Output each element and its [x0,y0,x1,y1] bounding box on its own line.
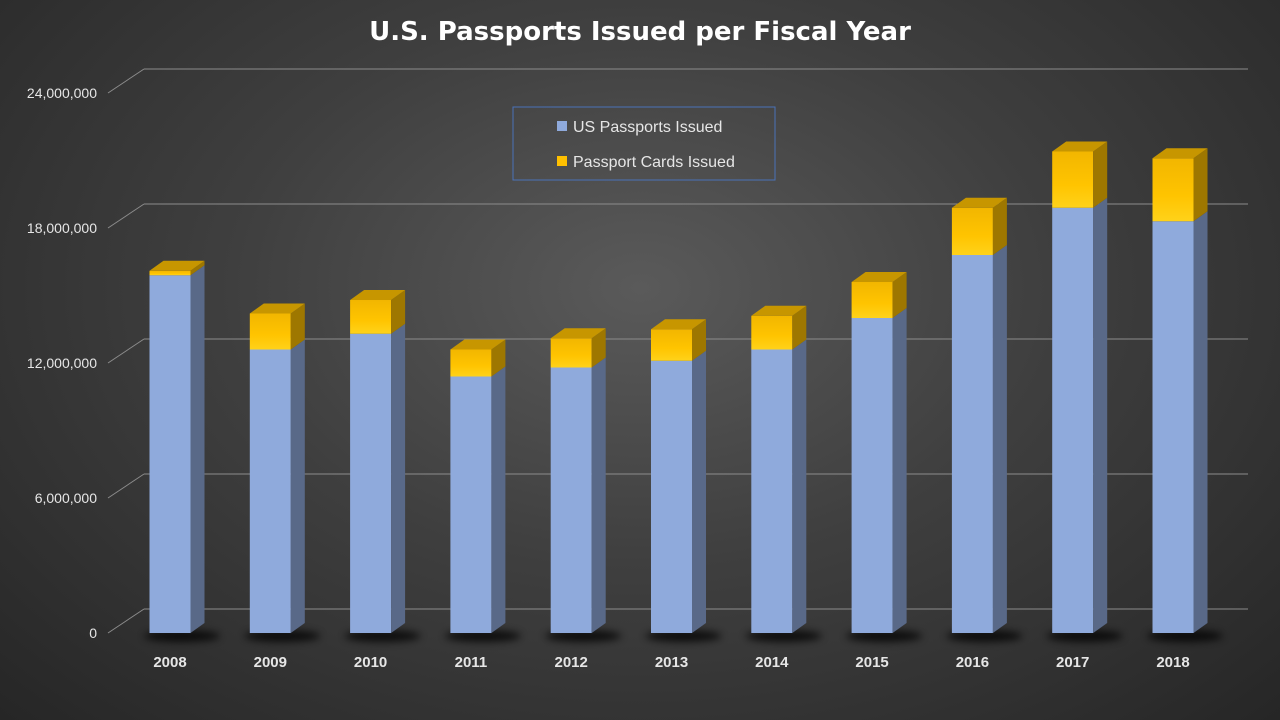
x-tick-label: 2013 [655,654,688,671]
bar-cards-side [190,260,205,276]
x-tick-label: 2010 [354,654,387,671]
bar-cards [249,313,291,350]
bar-passports-side [391,323,406,633]
bar-passports [350,333,392,633]
bar-cards-side [591,328,606,368]
y-tick-label: 24,000,000 [27,85,97,101]
bar-passports [1152,221,1194,633]
bar-cards [951,207,993,255]
bar-passports-side [892,308,907,633]
bar-cards [1152,158,1194,222]
gridline-diagonal [107,338,145,364]
bar-cards-side [792,305,807,350]
bar-cards-side [1093,141,1108,208]
bar-passports [249,349,291,633]
bar-group [751,305,807,633]
y-tick-label: 18,000,000 [27,220,97,236]
x-tick-label: 2017 [1056,654,1089,671]
bar-cards [450,349,492,377]
gridline-diagonal [107,473,145,499]
bar-group [1052,141,1108,633]
x-tick-label: 2008 [153,654,186,671]
bar-passports [751,349,793,633]
bar-cards-side [290,303,305,350]
bar-top [1152,148,1208,159]
bar-passports-side [1193,211,1208,633]
x-axis-tick-labels: 2008 2009 2010 2011 2012 2013 2014 2015 2016 2017… [153,654,1189,671]
bar-top [851,272,907,282]
bar-group [450,339,506,633]
y-tick-label: 12,000,000 [27,355,97,371]
legend: US Passports Issued Passport Cards Issue… [512,106,776,181]
bar-cards [651,329,692,361]
bar-passports [550,367,592,633]
gridline-diagonal [107,608,145,634]
bar-passports-side [591,357,606,633]
bar-top [651,319,706,330]
x-tick-label: 2015 [855,654,888,671]
y-tick-label: 0 [89,625,97,641]
bar-cards [149,270,191,276]
x-tick-label: 2011 [455,654,488,671]
bar-top [450,339,506,350]
bar-passports-side [992,245,1007,633]
bar-passports [951,255,993,633]
bar-group [951,197,1007,633]
bar-cards [350,300,392,334]
bar-top [951,197,1007,208]
bar-passports-side [491,366,506,633]
bar-passports-side [792,339,807,633]
gridline-diagonal [107,203,145,229]
bar-passports [450,376,492,633]
y-tick-label: 6,000,000 [35,490,97,506]
bar-passports [1052,207,1094,633]
bars [149,141,1208,633]
bar-group [1152,148,1208,633]
gridline-diagonal [107,68,145,94]
x-tick-label: 2012 [555,654,588,671]
legend-label-passports: US Passports Issued [573,119,722,136]
bar-top [1052,141,1108,152]
bar-group [651,319,706,633]
bar-group [149,260,205,633]
bar-top [249,303,305,314]
bar-cards-side [992,197,1007,255]
bar-group [550,328,606,633]
bar-group [350,290,406,633]
x-tick-label: 2014 [755,654,789,671]
bar-top [751,305,807,316]
bar-cards-side [1193,148,1208,222]
bar-top [550,328,606,339]
bar-cards [550,338,592,368]
bar-cards-side [892,272,907,318]
x-tick-label: 2018 [1156,654,1189,671]
bar-top [149,260,205,271]
legend-label-cards: Passport Cards Issued [573,154,735,171]
bar-passports-side [1093,197,1108,633]
bar-passports-side [290,339,305,633]
bar-cards-side [491,339,506,377]
bar-passports [651,360,692,633]
bar-cards-side [391,290,406,334]
bar-cards-side [692,319,706,361]
legend-box [512,106,776,181]
legend-swatch-passports [557,121,567,131]
chart-title: U.S. Passports Issued per Fiscal Year [369,17,911,47]
bar-cards [751,315,793,350]
bar-cards [851,282,893,318]
bar-passports [851,318,893,633]
x-tick-label: 2016 [956,654,989,671]
bar-passports-side [692,350,706,633]
bar-cards [1052,151,1094,208]
legend-swatch-cards [557,156,567,166]
x-tick-label: 2009 [254,654,287,671]
bar-passports-side [190,265,205,633]
y-axis-tick-labels: 0 6,000,000 12,000,000 18,000,000 24,000,000 [27,85,97,641]
bar-top [350,290,406,300]
bar-group [851,272,907,633]
bar-passports [149,275,191,633]
bar-group [249,303,305,633]
